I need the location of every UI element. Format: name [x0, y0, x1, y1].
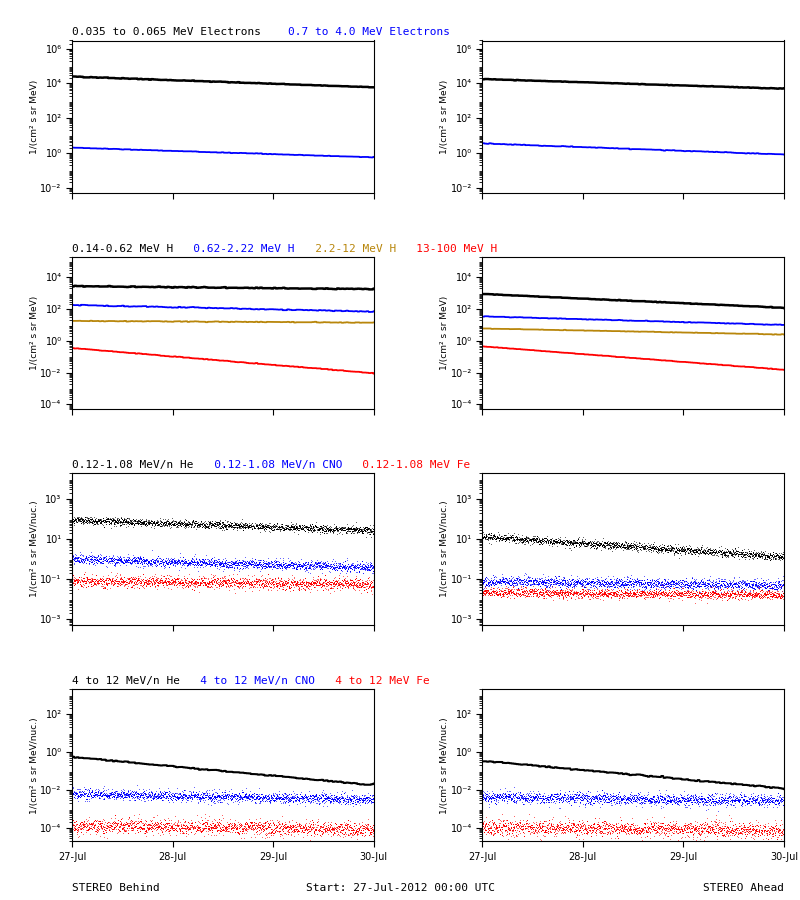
- Text: 0.14-0.62 MeV H: 0.14-0.62 MeV H: [72, 244, 174, 254]
- Text: 0.7 to 4.0 MeV Electrons: 0.7 to 4.0 MeV Electrons: [261, 28, 450, 38]
- Text: 4 to 12 MeV Fe: 4 to 12 MeV Fe: [315, 676, 430, 686]
- Text: STEREO Ahead: STEREO Ahead: [703, 883, 784, 893]
- Y-axis label: 1/(cm² s sr MeV/nuc.): 1/(cm² s sr MeV/nuc.): [30, 500, 39, 598]
- Y-axis label: 1/(cm² s sr MeV/nuc.): 1/(cm² s sr MeV/nuc.): [440, 717, 450, 814]
- Text: 0.62-2.22 MeV H: 0.62-2.22 MeV H: [174, 244, 294, 254]
- Text: 0.12-1.08 MeV/n He: 0.12-1.08 MeV/n He: [72, 460, 194, 470]
- Text: 13-100 MeV H: 13-100 MeV H: [396, 244, 498, 254]
- Text: 0.12-1.08 MeV Fe: 0.12-1.08 MeV Fe: [342, 460, 470, 470]
- Y-axis label: 1/(cm² s sr MeV): 1/(cm² s sr MeV): [440, 79, 450, 154]
- Y-axis label: 1/(cm² s sr MeV): 1/(cm² s sr MeV): [30, 79, 39, 154]
- Y-axis label: 1/(cm² s sr MeV): 1/(cm² s sr MeV): [30, 296, 39, 370]
- Text: 0.12-1.08 MeV/n CNO: 0.12-1.08 MeV/n CNO: [194, 460, 342, 470]
- Text: STEREO Behind: STEREO Behind: [72, 883, 160, 893]
- Text: 4 to 12 MeV/n He: 4 to 12 MeV/n He: [72, 676, 180, 686]
- Y-axis label: 1/(cm² s sr MeV/nuc.): 1/(cm² s sr MeV/nuc.): [440, 500, 449, 598]
- Y-axis label: 1/(cm² s sr MeV): 1/(cm² s sr MeV): [440, 296, 450, 370]
- Y-axis label: 1/(cm² s sr MeV/nuc.): 1/(cm² s sr MeV/nuc.): [30, 717, 39, 814]
- Text: 4 to 12 MeV/n CNO: 4 to 12 MeV/n CNO: [180, 676, 315, 686]
- Text: 0.035 to 0.065 MeV Electrons: 0.035 to 0.065 MeV Electrons: [72, 28, 261, 38]
- Text: 2.2-12 MeV H: 2.2-12 MeV H: [294, 244, 396, 254]
- Text: Start: 27-Jul-2012 00:00 UTC: Start: 27-Jul-2012 00:00 UTC: [306, 883, 494, 893]
